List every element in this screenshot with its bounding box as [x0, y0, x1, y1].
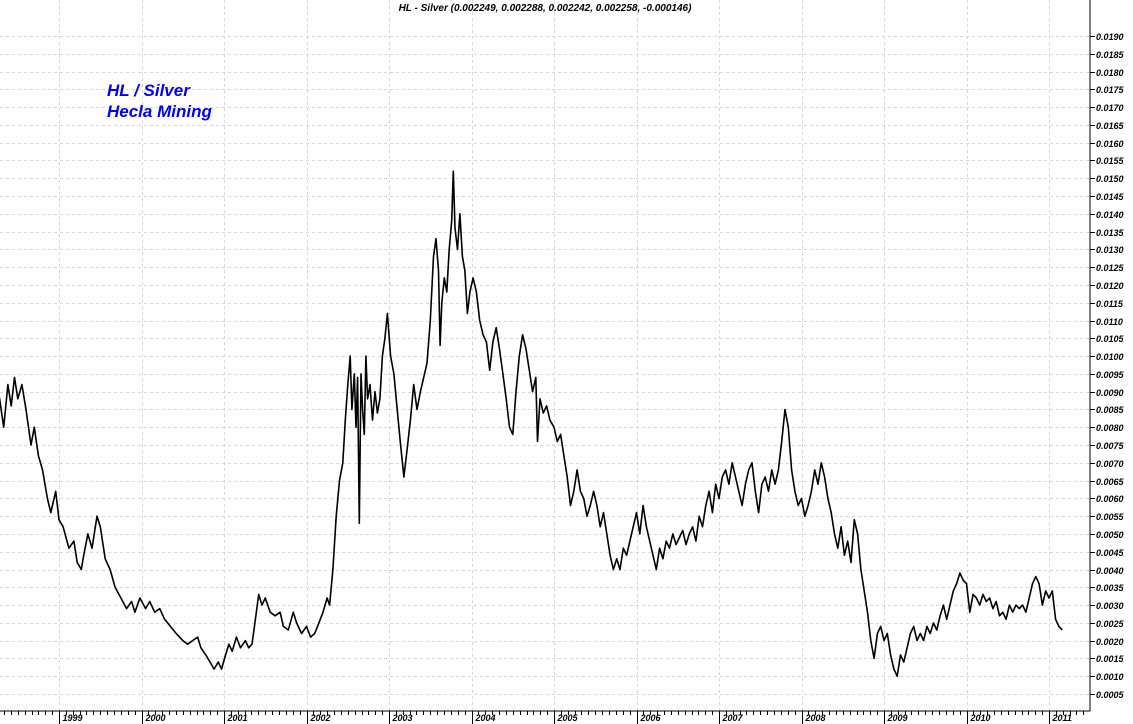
x-tick-label: 2001: [227, 713, 248, 723]
y-tick-label: 0.0145: [1096, 192, 1125, 202]
y-tick-label: 0.0100: [1096, 352, 1124, 362]
y-tick-label: 0.0090: [1096, 388, 1124, 398]
y-tick-label: 0.0165: [1096, 121, 1125, 131]
y-tick-label: 0.0140: [1096, 210, 1124, 220]
annotation-line-ratio: HL / Silver: [107, 81, 190, 100]
x-tick-label: 2007: [722, 713, 744, 723]
y-tick-label: 0.0120: [1096, 281, 1124, 291]
x-tick-label: 2008: [805, 713, 826, 723]
y-tick-label: 0.0010: [1096, 672, 1124, 682]
x-tick-label: 2002: [310, 713, 331, 723]
y-tick-label: 0.0095: [1096, 370, 1125, 380]
y-tick-label: 0.0075: [1096, 441, 1125, 451]
y-tick-label: 0.0175: [1096, 85, 1125, 95]
y-tick-label: 0.0065: [1096, 477, 1125, 487]
y-tick-label: 0.0055: [1096, 512, 1125, 522]
y-tick-label: 0.0015: [1096, 654, 1125, 664]
y-tick-label: 0.0080: [1096, 423, 1124, 433]
y-tick-label: 0.0155: [1096, 156, 1125, 166]
y-axis: 0.0005 0.0010 0.0015 0.0020 0.0025 0.0030 0.00…: [1089, 0, 1125, 711]
y-tick-label: 0.0035: [1096, 583, 1125, 593]
chart-header-readout: HL - Silver (0.002249, 0.002288, 0.00224…: [398, 3, 692, 14]
y-tick-label: 0.0025: [1096, 619, 1125, 629]
grid-lines: [0, 0, 1090, 711]
y-tick-label: 0.0180: [1096, 68, 1124, 78]
x-tick-label: 2009: [887, 713, 908, 723]
x-tick-label: 2006: [640, 713, 662, 723]
chart-annotation: HL / Silver Hecla Mining: [107, 80, 212, 122]
y-tick-label: 0.0020: [1096, 637, 1124, 647]
y-tick-label: 0.0045: [1096, 548, 1125, 558]
y-tick-label: 0.0160: [1096, 139, 1124, 149]
y-tick-label: 0.0060: [1096, 494, 1124, 504]
series-hl-silver: [0, 170, 1063, 678]
y-tick-label: 0.0050: [1096, 530, 1124, 540]
y-tick-label: 0.0150: [1096, 174, 1124, 184]
y-tick-label: 0.0135: [1096, 228, 1125, 238]
x-tick-label: 2004: [475, 713, 496, 723]
y-tick-label: 0.0115: [1096, 299, 1124, 309]
x-tick-label: 2011: [1052, 713, 1072, 723]
x-tick-label: 2003: [392, 713, 413, 723]
y-tick-label: 0.0170: [1096, 103, 1124, 113]
y-tick-label: 0.0070: [1096, 459, 1124, 469]
x-tick-label: 2000: [145, 713, 166, 723]
series-line: [0, 170, 1063, 678]
y-tick-label: 0.0040: [1096, 566, 1124, 576]
y-tick-label: 0.0085: [1096, 405, 1125, 415]
y-tick-label: 0.0130: [1096, 245, 1124, 255]
y-tick-label: 0.0125: [1096, 263, 1125, 273]
x-tick-label: 2005: [557, 713, 579, 723]
annotation-line-company: Hecla Mining: [107, 102, 212, 121]
y-tick-label: 0.0105: [1096, 334, 1125, 344]
y-tick-label: 0.0110: [1096, 317, 1123, 327]
x-tick-label: 1999: [63, 713, 83, 723]
y-tick-label: 0.0190: [1096, 32, 1124, 42]
x-tick-label: 2010: [970, 713, 991, 723]
y-tick-label: 0.0185: [1096, 50, 1125, 60]
x-axis: 1999 2000 2001 2002 2003 2004 2005 2006 2007 2008…: [0, 710, 1090, 724]
y-tick-label: 0.0030: [1096, 601, 1124, 611]
y-tick-label: 0.0005: [1096, 690, 1125, 700]
